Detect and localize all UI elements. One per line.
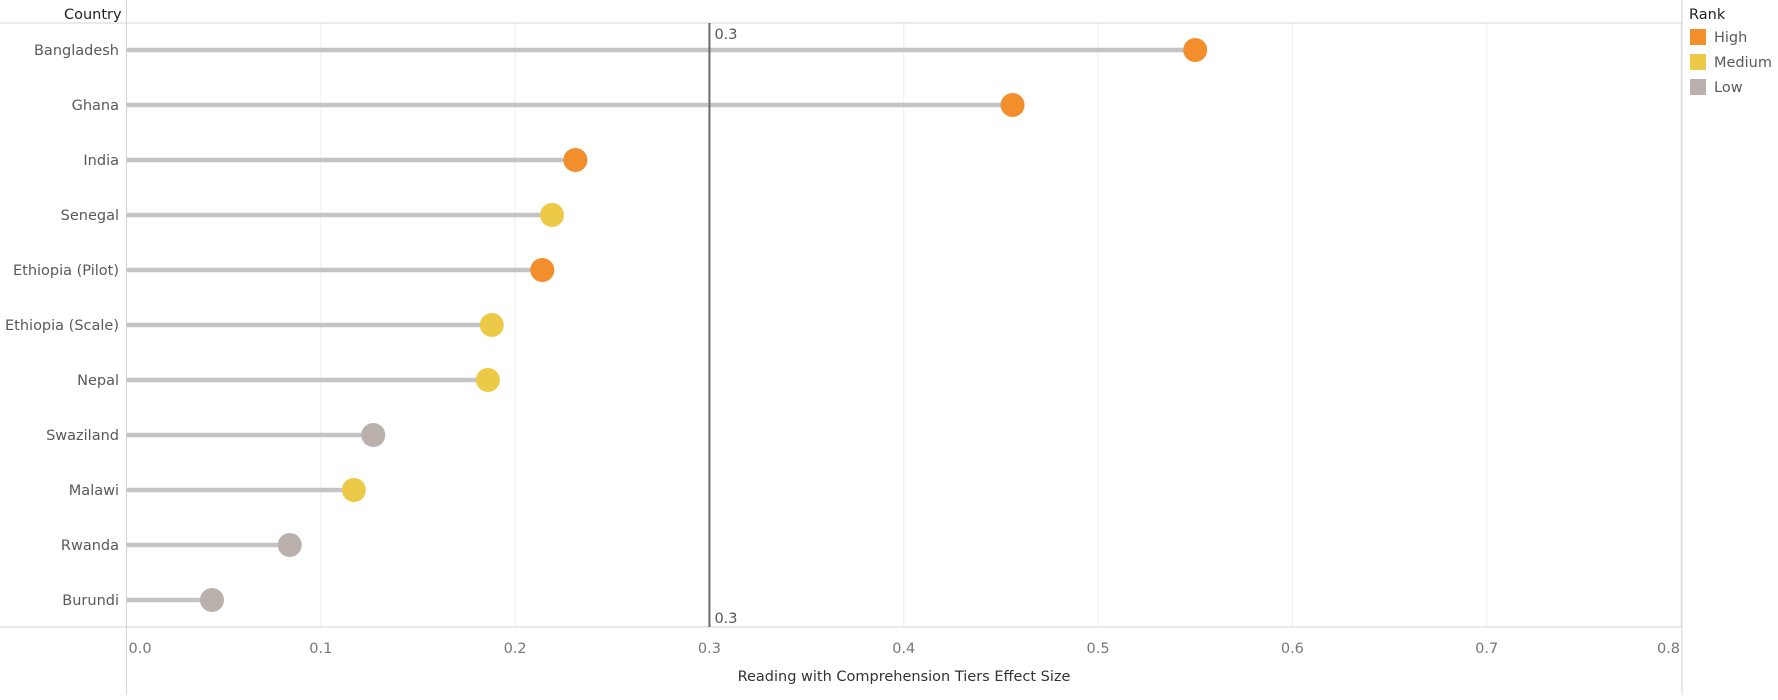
- lollipop-dot: [563, 148, 588, 172]
- x-axis-ticks: 0.0 0.1 0.2 0.3 0.4 0.5 0.6 0.7 0.8: [129, 641, 1681, 657]
- lollipop-dot: [540, 203, 565, 227]
- row-label: Nepal: [77, 373, 119, 389]
- legend-label: High: [1714, 30, 1747, 46]
- row-labels: Bangladesh Ghana India Senegal Ethiopia (Pil…: [5, 43, 119, 609]
- row-label: Rwanda: [61, 538, 119, 554]
- row-label: Burundi: [62, 593, 119, 609]
- reference-label-top: 0.3: [714, 27, 737, 43]
- row-label: Ethiopia (Scale): [5, 318, 119, 334]
- legend-label: Medium: [1714, 55, 1772, 71]
- lollipop-dot: [361, 423, 386, 447]
- x-tick-label: 0.2: [504, 641, 527, 657]
- x-axis-title: Reading with Comprehension Tiers Effect …: [738, 669, 1071, 685]
- lollipop-dot: [341, 478, 366, 502]
- x-tick-label: 0.0: [129, 641, 152, 657]
- lollipop-dot: [1000, 93, 1025, 117]
- row-label: Bangladesh: [34, 43, 119, 59]
- legend-swatch: [1690, 79, 1706, 95]
- gridlines: [320, 23, 1682, 627]
- legend-label: Low: [1714, 80, 1743, 96]
- x-tick-label: 0.1: [309, 641, 332, 657]
- lollipop-dot: [530, 258, 555, 282]
- row-label: Ghana: [72, 98, 119, 114]
- x-tick-label: 0.3: [698, 641, 721, 657]
- x-tick-label: 0.8: [1657, 641, 1680, 657]
- dots: [199, 38, 1208, 612]
- x-tick-label: 0.7: [1475, 641, 1498, 657]
- x-tick-label: 0.5: [1087, 641, 1110, 657]
- legend: Rank High Medium Low: [1689, 7, 1772, 96]
- chart-frame: [0, 0, 1683, 695]
- row-label: Senegal: [61, 208, 119, 224]
- lollipop-dot: [199, 588, 224, 612]
- lollipop-dot: [475, 368, 500, 392]
- row-header: Country: [64, 7, 122, 23]
- row-label: Malawi: [69, 483, 119, 499]
- lollipop-dot: [1183, 38, 1208, 62]
- x-tick-label: 0.6: [1281, 641, 1304, 657]
- legend-swatch: [1690, 29, 1706, 45]
- legend-title: Rank: [1689, 7, 1726, 23]
- lollipop-dot: [277, 533, 302, 557]
- row-label: India: [83, 153, 119, 169]
- lollipop-dot: [479, 313, 504, 337]
- reference-line-group: 0.3 0.3: [708, 23, 738, 627]
- row-label: Swaziland: [46, 428, 119, 444]
- legend-swatch: [1690, 54, 1706, 70]
- x-tick-label: 0.4: [892, 641, 915, 657]
- stems: [126, 47, 1196, 603]
- row-label: Ethiopia (Pilot): [13, 263, 119, 279]
- reference-label-bottom: 0.3: [714, 611, 737, 627]
